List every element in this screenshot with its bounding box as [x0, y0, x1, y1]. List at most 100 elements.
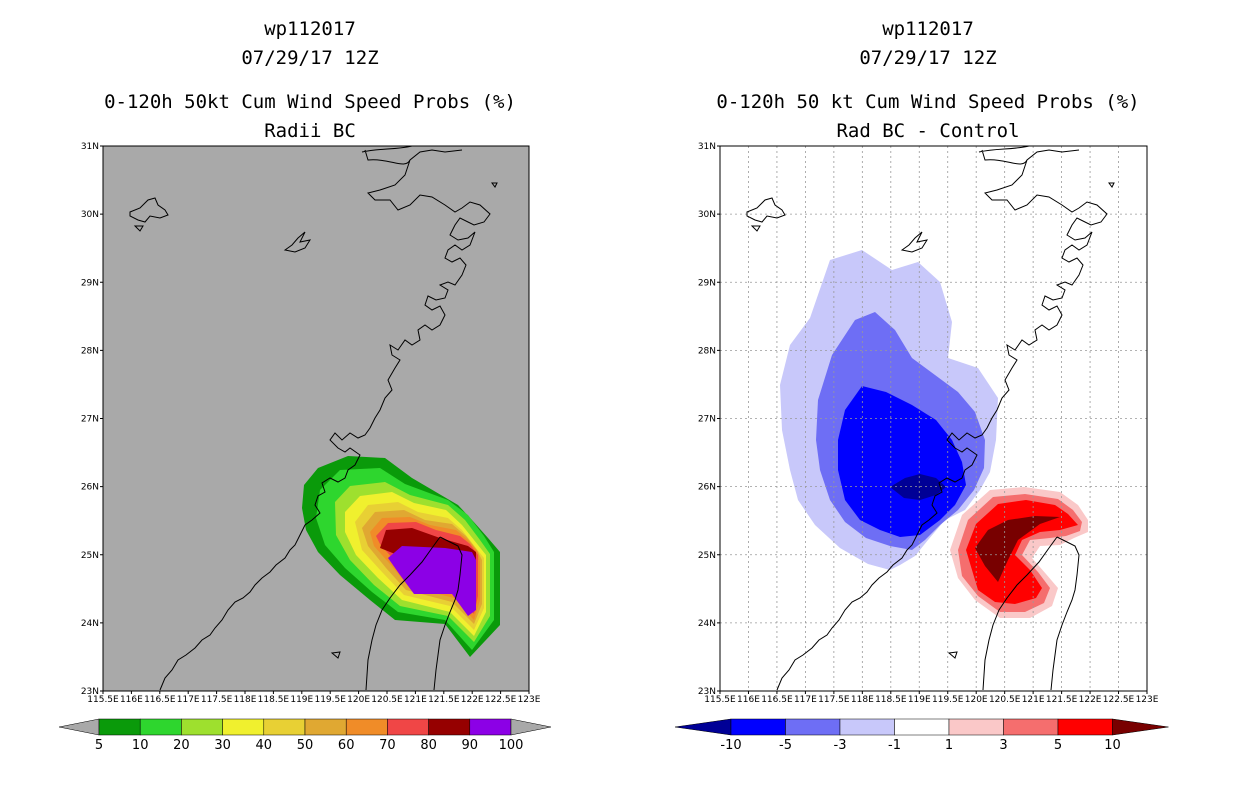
left-lon-label: 121E	[404, 695, 427, 705]
left-colorbar-label: 100	[499, 738, 524, 753]
right-date: 07/29/17 12Z	[859, 47, 997, 69]
right-colorbar-swatch	[730, 718, 786, 736]
right-colorbar-label: 3	[999, 738, 1007, 753]
right-lon-label: 117.5E	[818, 695, 850, 705]
right-lon-label: 119.5E	[932, 695, 964, 705]
left-colorbar-label: 20	[173, 738, 190, 753]
right-colorbar-swatch	[948, 718, 1004, 736]
left-lon-label: 122.5E	[485, 695, 517, 705]
left-lon-label: 115.5E	[87, 695, 119, 705]
left-colorbar-swatch	[263, 718, 306, 736]
right-lon-label: 119E	[908, 695, 931, 705]
right-lon-label: 116.5E	[761, 695, 793, 705]
left-lon-label: 116E	[120, 695, 143, 705]
left-colorbar-swatch	[304, 718, 347, 736]
left-contour-90	[388, 546, 476, 616]
left-lon-label: 120E	[347, 695, 370, 705]
right-lon-label: 122.5E	[1103, 695, 1135, 705]
left-lat-label: 30N	[81, 210, 99, 220]
right-colorbar-under	[674, 718, 732, 736]
right-storm-id: wp112017	[882, 18, 974, 40]
left-lon-label: 119.5E	[314, 695, 346, 705]
left-colorbar-label: 5	[95, 738, 103, 753]
right-title: 0-120h 50 kt Cum Wind Speed Probs (%)	[716, 91, 1140, 113]
right-colorbar-label: 1	[945, 738, 953, 753]
right-lon-label: 121E	[1022, 695, 1045, 705]
left-lat-label: 27N	[81, 415, 99, 425]
left-lat-ticks: 31N 30N 29N 28N 27N 26N 25N 24N 23N	[81, 142, 103, 697]
left-lon-ticks: 115.5E 116E 116.5E 117E 117.5E 118E 118.5E 119E…	[87, 691, 541, 705]
right-lat-label: 26N	[698, 483, 716, 493]
left-colorbar-swatch	[428, 718, 471, 736]
left-colorbar-label: 30	[214, 738, 231, 753]
left-lon-label: 123E	[518, 695, 541, 705]
right-lat-label: 23N	[698, 687, 716, 697]
left-storm-id: wp112017	[264, 18, 356, 40]
left-colorbar-swatch	[181, 718, 223, 736]
left-colorbar-swatch	[469, 718, 512, 736]
right-colorbar-swatch	[839, 718, 895, 736]
right-lon-label: 116E	[737, 695, 760, 705]
right-difference-contours	[780, 250, 1088, 618]
left-colorbar-swatch	[98, 718, 141, 736]
left-lat-label: 25N	[81, 551, 99, 561]
left-colorbar-label: 90	[462, 738, 479, 753]
left-colorbar-label: 50	[297, 738, 314, 753]
right-lon-label: 120E	[965, 695, 988, 705]
right-contour-pos-5	[966, 500, 1078, 604]
left-colorbar-label: 70	[379, 738, 396, 753]
right-lat-label: 25N	[698, 551, 716, 561]
right-lat-label: 29N	[698, 278, 716, 288]
left-lon-label: 119E	[290, 695, 313, 705]
left-lon-label: 117E	[177, 695, 200, 705]
right-lon-label: 122E	[1079, 695, 1102, 705]
left-colorbar-over	[510, 718, 552, 736]
right-lon-label: 120.5E	[989, 695, 1021, 705]
right-contour-pos-10	[975, 516, 1060, 582]
right-lon-ticks: 115.5E 116E 116.5E 117E 117.5E 118E 118.5E 119E…	[704, 691, 1159, 705]
right-colorbar-swatch	[894, 718, 950, 736]
left-lon-label: 116.5E	[144, 695, 176, 705]
left-date: 07/29/17 12Z	[241, 47, 379, 69]
right-lat-label: 31N	[698, 142, 716, 152]
left-subtitle: Radii BC	[264, 120, 356, 142]
right-lat-ticks: 31N 30N 29N 28N 27N 26N 25N 24N 23N	[698, 142, 720, 697]
right-contour-neg-10	[890, 474, 946, 500]
right-colorbar-swatch	[785, 718, 841, 736]
left-lat-label: 29N	[81, 278, 99, 288]
left-lon-label: 122E	[461, 695, 484, 705]
left-colorbar-under	[58, 718, 100, 736]
left-colorbar-swatch	[222, 718, 265, 736]
left-lat-label: 24N	[81, 619, 99, 629]
left-colorbar-swatch	[387, 718, 429, 736]
left-lat-label: 23N	[81, 687, 99, 697]
left-lon-label: 120.5E	[371, 695, 403, 705]
right-subtitle: Rad BC - Control	[836, 120, 1020, 142]
right-colorbar-swatch	[1057, 718, 1113, 736]
left-lon-label: 117.5E	[201, 695, 233, 705]
right-lon-label: 118.5E	[875, 695, 907, 705]
right-colorbar: -10 -5 -3 -1 1 3 5 10	[674, 718, 1169, 753]
right-lat-label: 30N	[698, 210, 716, 220]
left-probability-contours	[302, 456, 500, 657]
right-colorbar-label: -1	[888, 738, 901, 753]
left-colorbar-label: 80	[420, 738, 437, 753]
left-lon-label: 118.5E	[258, 695, 290, 705]
right-colorbar-label: -5	[779, 738, 792, 753]
right-lon-label: 123E	[1136, 695, 1159, 705]
right-colorbar-label: -3	[834, 738, 847, 753]
left-colorbar-label: 60	[338, 738, 355, 753]
left-colorbar-label: 10	[132, 738, 149, 753]
left-colorbar-swatch	[345, 718, 388, 736]
left-lat-label: 28N	[81, 346, 99, 356]
right-lat-label: 27N	[698, 415, 716, 425]
right-colorbar-label: -10	[720, 738, 741, 753]
right-colorbar-label: 5	[1054, 738, 1062, 753]
right-colorbar-swatch	[1003, 718, 1059, 736]
right-lon-label: 118E	[851, 695, 874, 705]
left-colorbar-swatch	[139, 718, 182, 736]
left-colorbar-label: 40	[256, 738, 273, 753]
right-lat-label: 24N	[698, 619, 716, 629]
